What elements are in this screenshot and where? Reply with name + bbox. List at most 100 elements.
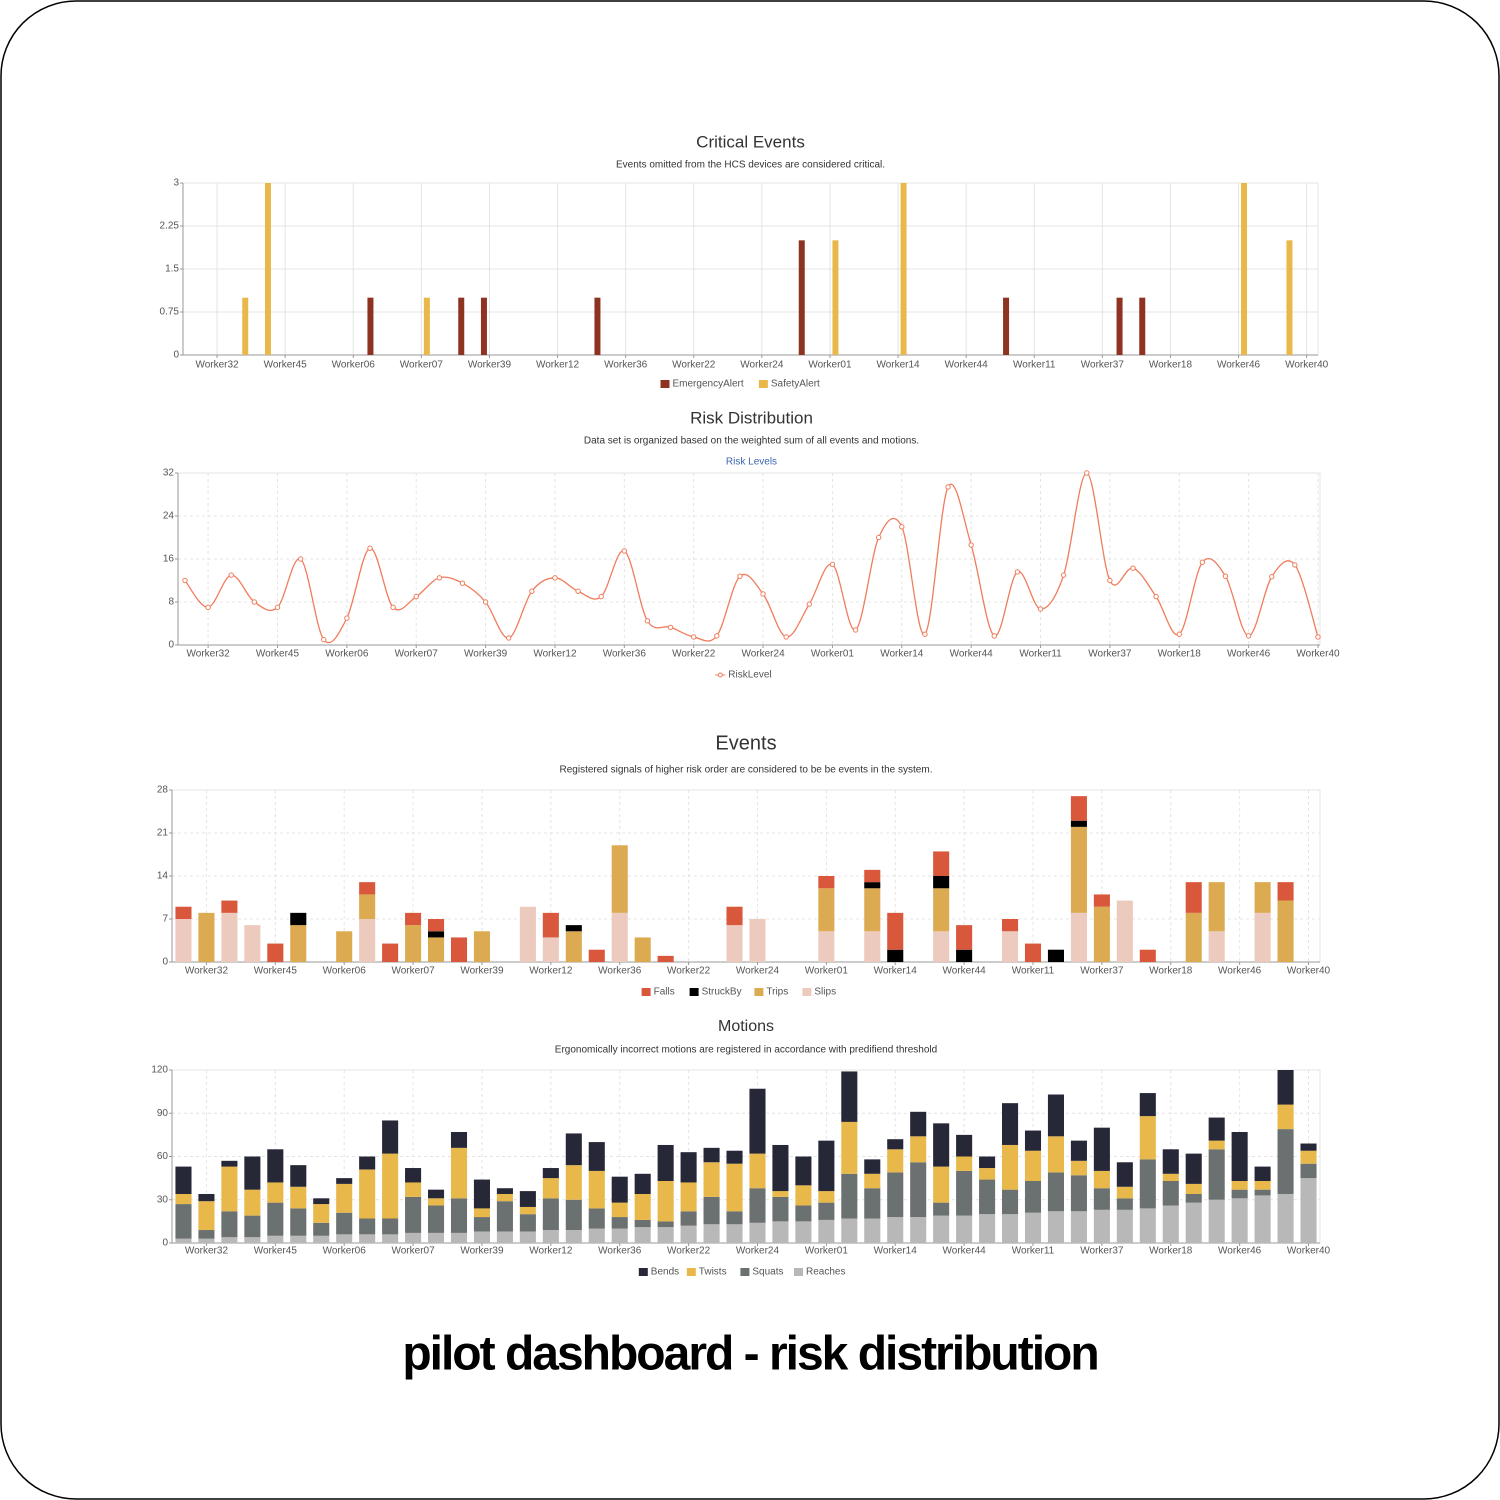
legend-label: StruckBy: [702, 987, 742, 998]
bar-segment: [956, 949, 973, 962]
bar-segment: [1024, 1212, 1042, 1243]
bar-segment: [588, 949, 605, 962]
bar-segment: [542, 1178, 559, 1199]
bar-segment: [749, 919, 766, 962]
bar-segment: [519, 1191, 536, 1207]
bar-segment: [1208, 1149, 1225, 1200]
bar-segment: [450, 937, 468, 962]
bar-segment: [818, 876, 835, 889]
bar-segment: [1024, 1130, 1042, 1151]
bar-segment: [267, 1149, 284, 1183]
bar-segment: [657, 1221, 674, 1228]
bar-segment: [336, 931, 353, 962]
bar-segment: [1093, 1188, 1110, 1210]
bar-segment: [749, 1222, 766, 1243]
x-tick-label: Worker07: [395, 649, 439, 660]
legend-label: Bends: [651, 1267, 679, 1278]
bar-segment: [290, 925, 307, 962]
bar-segment: [864, 882, 881, 889]
x-tick-label: Worker01: [805, 966, 849, 977]
point: [852, 627, 859, 633]
bar-segment: [1277, 882, 1294, 901]
bar-segment: [1208, 1199, 1225, 1243]
x-tick-label: Worker32: [195, 360, 239, 371]
bar: [458, 297, 465, 355]
bar-segment: [244, 1156, 261, 1190]
bar: [594, 297, 601, 355]
bar-segment: [1116, 900, 1133, 962]
bar-segment: [703, 1147, 720, 1163]
y-tick-label: 0: [162, 957, 168, 968]
series-header: Risk Levels: [726, 457, 777, 468]
bar-segment: [428, 1232, 445, 1243]
point: [1292, 562, 1298, 568]
bar-segment: [910, 1217, 927, 1243]
bar-segment: [1116, 1209, 1133, 1243]
bar: [1286, 240, 1293, 355]
bar-segment: [428, 1198, 445, 1206]
x-tick-label: Worker01: [808, 360, 852, 371]
bar-segment: [1093, 1170, 1110, 1189]
bar-segment: [703, 1224, 720, 1243]
bar-segment: [1024, 1181, 1042, 1213]
point: [297, 556, 304, 562]
point: [621, 548, 628, 554]
bar-segment: [1300, 1143, 1317, 1151]
bar-segment: [979, 1214, 996, 1243]
bar-segment: [313, 1235, 330, 1243]
bar-segment: [405, 1232, 422, 1243]
bar-segment: [1002, 1144, 1019, 1190]
bar-segment: [1231, 1198, 1248, 1243]
bar-segment: [565, 1199, 582, 1231]
bar-segment: [910, 1111, 927, 1137]
point: [922, 631, 928, 637]
bar: [1139, 297, 1146, 355]
bar-segment: [1070, 912, 1087, 962]
bar-segment: [1047, 1211, 1064, 1243]
bar-segment: [290, 912, 307, 926]
y-tick-label: 16: [163, 554, 175, 565]
legend-swatch: [689, 988, 699, 996]
point: [690, 634, 697, 640]
chart-subtitle: Registered signals of higher risk order …: [560, 765, 933, 776]
point: [436, 575, 443, 581]
point: [1315, 634, 1321, 640]
legend-swatch: [758, 380, 768, 388]
bar-segment: [313, 1222, 330, 1236]
bar-segment: [933, 1215, 950, 1243]
x-tick-label: Worker18: [1149, 360, 1193, 371]
x-tick-label: Worker12: [529, 1246, 573, 1257]
bar-segment: [795, 1156, 812, 1186]
bar-segment: [680, 1182, 697, 1212]
x-tick-label: Worker22: [672, 649, 716, 660]
point: [575, 588, 581, 594]
x-tick-label: Worker07: [391, 966, 435, 977]
bar: [900, 183, 907, 355]
bar-segment: [1139, 1159, 1156, 1209]
bar-segment: [1070, 796, 1087, 821]
x-tick-label: Worker01: [811, 649, 855, 660]
bar-segment: [336, 1178, 353, 1184]
bar-segment: [726, 925, 743, 962]
bar-segment: [198, 912, 215, 962]
bar-segment: [267, 943, 284, 962]
bar-segment: [496, 1193, 513, 1202]
point: [667, 624, 674, 630]
bar-segment: [244, 1215, 261, 1238]
bar-segment: [588, 1170, 605, 1209]
bar-segment: [749, 1188, 766, 1223]
bar-segment: [933, 1202, 950, 1216]
point: [1107, 577, 1113, 584]
bar-segment: [473, 1208, 490, 1218]
x-tick-label: Worker37: [1080, 1246, 1124, 1257]
bar-segment: [1300, 1178, 1317, 1243]
point: [875, 534, 882, 541]
point: [182, 577, 188, 584]
bar-segment: [221, 1160, 238, 1167]
legend-label: Slips: [814, 987, 836, 998]
bar: [798, 240, 805, 355]
legend-swatch: [740, 1268, 750, 1276]
bar-segment: [1231, 1131, 1248, 1182]
legend-label: Reaches: [806, 1267, 845, 1278]
bar-segment: [1002, 1103, 1019, 1145]
